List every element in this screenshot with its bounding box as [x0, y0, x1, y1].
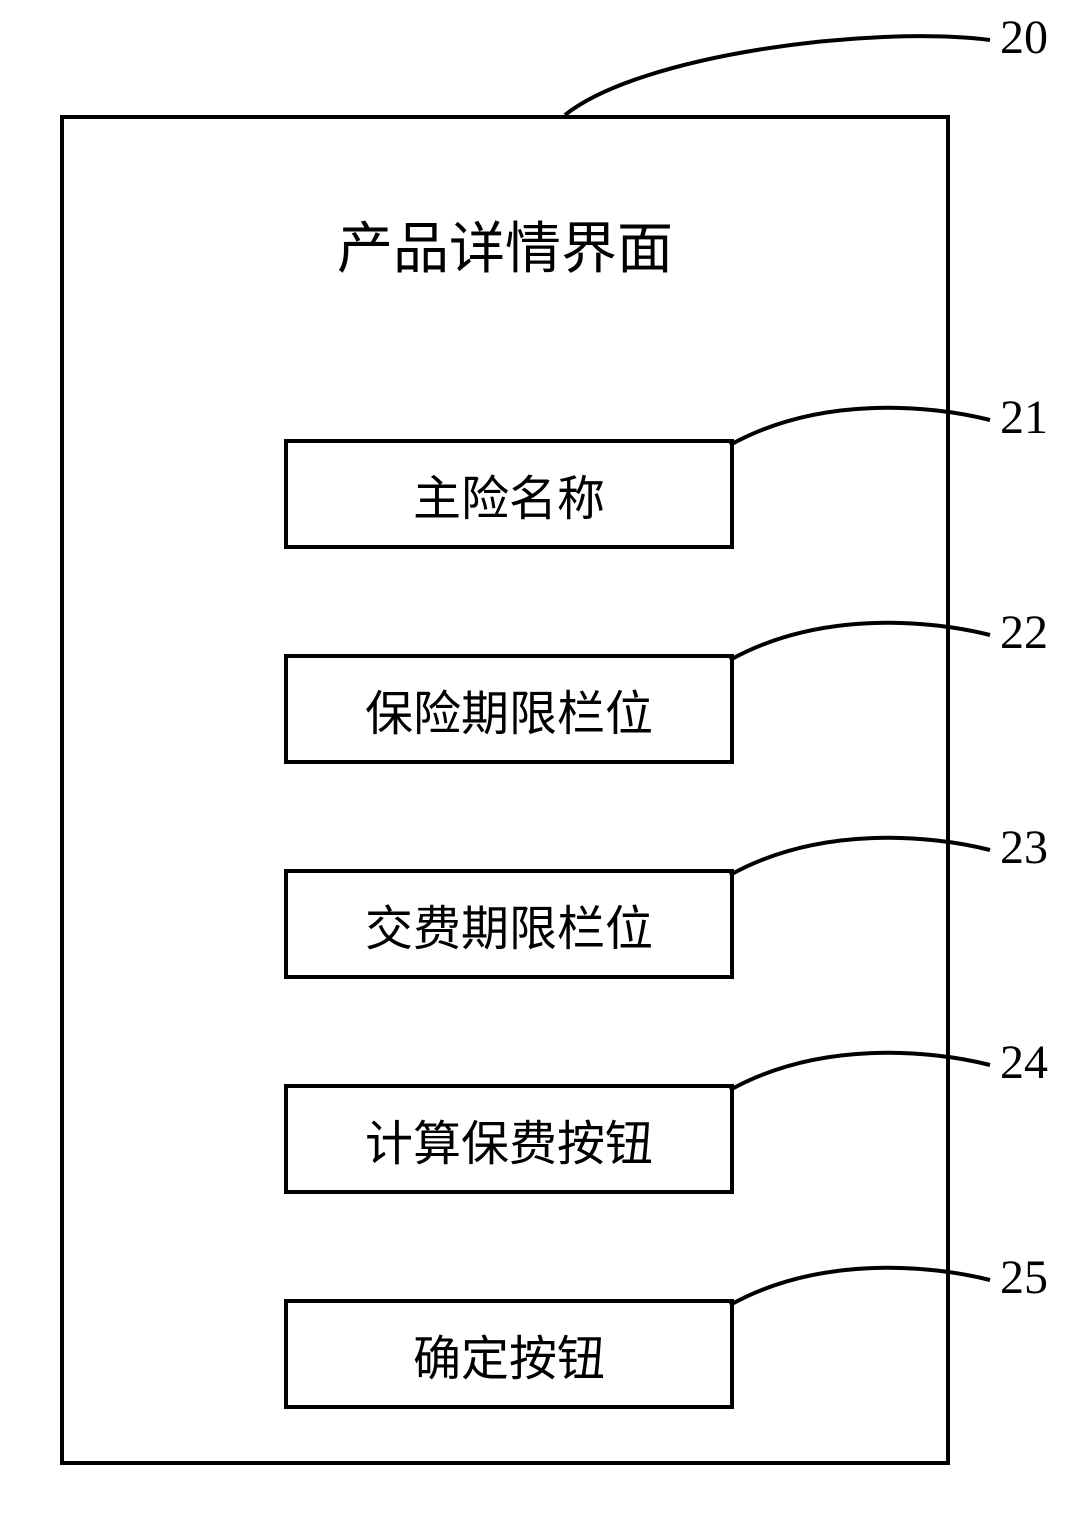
box-payment-term-field: 交费期限栏位	[284, 869, 734, 979]
box-label: 主险名称	[413, 459, 605, 529]
ref-label-21: 21	[1000, 390, 1048, 445]
box-main-insurance-name: 主险名称	[284, 439, 734, 549]
panel-title: 产品详情界面	[64, 204, 946, 285]
box-confirm-button: 确定按钮	[284, 1299, 734, 1409]
ref-label-20: 20	[1000, 10, 1048, 65]
box-label: 确定按钮	[413, 1319, 605, 1389]
box-insurance-term-field: 保险期限栏位	[284, 654, 734, 764]
product-detail-panel: 产品详情界面 主险名称 保险期限栏位 交费期限栏位 计算保费按钮 确定按钮	[60, 115, 950, 1465]
ref-label-25: 25	[1000, 1250, 1048, 1305]
box-calc-premium-button: 计算保费按钮	[284, 1084, 734, 1194]
ref-label-22: 22	[1000, 605, 1048, 660]
ref-label-23: 23	[1000, 820, 1048, 875]
box-label: 交费期限栏位	[365, 889, 653, 959]
ref-label-24: 24	[1000, 1035, 1048, 1090]
box-label: 保险期限栏位	[365, 674, 653, 744]
box-label: 计算保费按钮	[365, 1104, 653, 1174]
